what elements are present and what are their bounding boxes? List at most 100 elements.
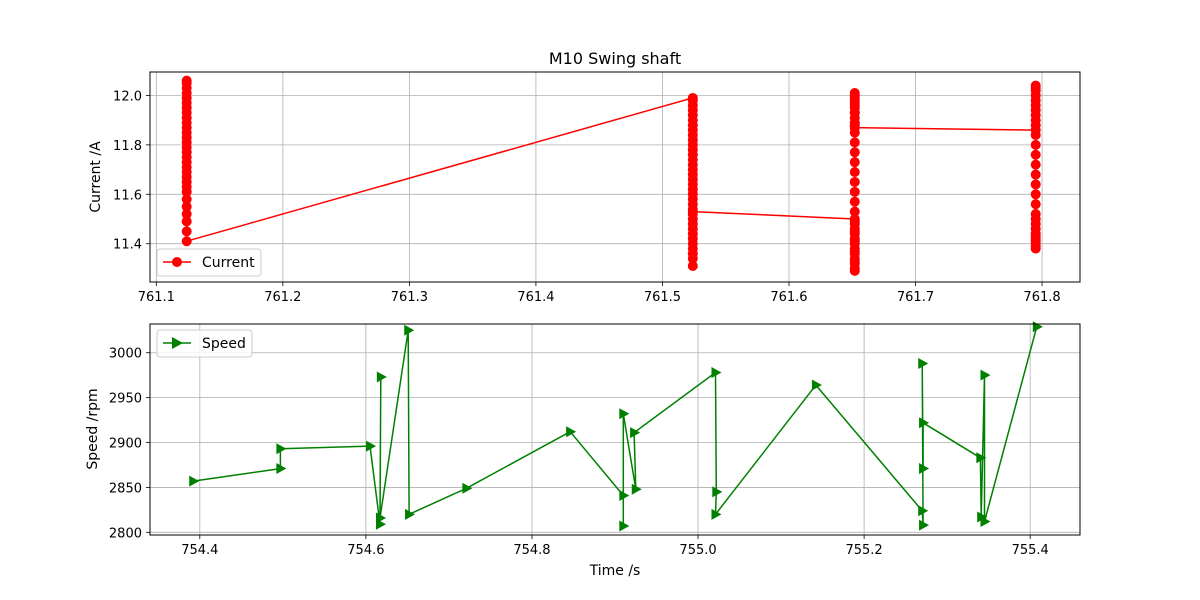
speed-ticks: 754.4 754.6 754.8 755.0 755.2 755.4 2800 2850 29… <box>109 347 1049 558</box>
speed-data-point <box>619 520 630 532</box>
speed-x-tick-label: 754.4 <box>181 543 218 558</box>
current-data-point <box>849 256 860 266</box>
current-x-tick-label: 761.6 <box>770 290 807 305</box>
current-legend-box <box>156 248 262 277</box>
speed-data-point <box>711 366 722 378</box>
current-data-point <box>849 246 860 257</box>
speed-data-point <box>711 508 722 520</box>
current-data-point <box>1030 179 1041 190</box>
current-data-point <box>1030 149 1041 160</box>
current-data-point <box>849 167 860 178</box>
current-x-tick-label: 761.2 <box>264 290 301 305</box>
speed-data-point <box>276 463 287 475</box>
speed-axes-frame <box>149 323 1081 536</box>
current-y-tick-label: 11.4 <box>113 238 142 253</box>
current-axes-frame <box>149 71 1081 283</box>
current-panel: M10 Swing shaft 761.1 761.2 761.3 761.4 761.… <box>88 49 1081 305</box>
current-data-point <box>1030 130 1041 140</box>
current-data-point <box>1030 231 1041 242</box>
speed-data-point <box>376 512 387 524</box>
speed-x-tick-label: 755.2 <box>845 543 882 558</box>
current-data-point <box>181 186 192 197</box>
current-data-point <box>181 201 192 212</box>
speed-legend: Speed <box>156 329 253 358</box>
speed-y-axis-label: Speed /rpm <box>85 388 101 469</box>
speed-y-tick-label: 2850 <box>109 481 142 496</box>
chart-title: M10 Swing shaft <box>549 49 681 68</box>
current-data-point <box>687 253 698 264</box>
speed-data-point <box>462 482 473 494</box>
current-data-point <box>181 216 192 227</box>
speed-data-point <box>619 408 630 420</box>
current-data-point <box>849 176 860 187</box>
current-data-point <box>849 122 860 133</box>
current-ticks: 761.1 761.2 761.3 761.4 761.5 761.6 761.7 761.8… <box>113 89 1061 305</box>
current-data-point <box>849 206 860 217</box>
current-data-point <box>1030 159 1041 170</box>
speed-data-point <box>712 486 723 498</box>
current-data-point <box>1030 139 1041 150</box>
current-data-point <box>849 186 860 197</box>
current-data-point <box>849 157 860 168</box>
speed-y-tick-label: 2900 <box>109 437 142 452</box>
speed-data-point <box>919 463 930 475</box>
speed-data-point <box>366 440 377 452</box>
speed-data-point <box>619 489 630 501</box>
current-x-tick-label: 761.1 <box>138 290 175 305</box>
current-x-tick-label: 761.4 <box>517 290 554 305</box>
speed-y-tick-label: 2950 <box>109 392 142 407</box>
current-data-point <box>1030 169 1041 180</box>
speed-x-tick-label: 755.4 <box>1012 543 1049 558</box>
speed-data-point <box>980 516 991 528</box>
current-data-point <box>687 260 698 271</box>
current-legend: Current <box>156 248 262 277</box>
current-data-point <box>181 209 192 220</box>
speed-data-point <box>376 371 387 383</box>
current-data-point <box>1030 199 1041 210</box>
speed-legend-marker <box>172 337 183 349</box>
speed-data-point <box>405 508 416 520</box>
current-y-axis-label: Current /A <box>88 141 104 213</box>
current-x-tick-label: 761.3 <box>391 290 428 305</box>
current-x-tick-label: 761.7 <box>897 290 934 305</box>
current-y-tick-label: 12.0 <box>113 89 142 104</box>
current-x-tick-label: 761.8 <box>1023 290 1060 305</box>
current-data-point <box>181 236 192 247</box>
current-data-point <box>849 216 860 227</box>
current-series <box>181 75 1041 276</box>
speed-y-tick-label: 2800 <box>109 526 142 541</box>
speed-series-line <box>193 326 1038 527</box>
current-data-point <box>849 236 860 247</box>
current-x-tick-label: 761.5 <box>644 290 681 305</box>
speed-data-point <box>189 475 200 487</box>
speed-data-point <box>918 358 929 370</box>
speed-x-tick-label: 754.8 <box>513 543 550 558</box>
speed-data-point <box>918 505 929 517</box>
current-legend-label: Current <box>202 255 255 271</box>
current-data-point <box>181 226 192 237</box>
current-grid <box>150 72 1080 282</box>
speed-x-axis-label: Time /s <box>589 563 641 579</box>
current-data-point <box>687 206 698 217</box>
speed-data-point <box>404 324 415 336</box>
speed-legend-box <box>156 329 253 358</box>
current-data-point <box>849 226 860 237</box>
current-data-point <box>849 147 860 158</box>
speed-x-tick-label: 755.0 <box>679 543 716 558</box>
speed-data-point <box>630 427 641 439</box>
current-data-point <box>181 194 192 205</box>
speed-data-point <box>631 483 642 495</box>
current-data-point <box>1030 189 1041 200</box>
speed-data-point <box>976 452 987 464</box>
speed-data-point <box>566 426 577 438</box>
speed-data-point <box>811 379 822 391</box>
speed-data-point <box>919 519 930 531</box>
speed-legend-label: Speed <box>202 336 246 352</box>
speed-panel: 754.4 754.6 754.8 755.0 755.2 755.4 2800 2850 29… <box>85 321 1081 579</box>
current-data-point <box>1030 83 1041 94</box>
current-y-tick-label: 11.8 <box>113 139 142 154</box>
current-data-point <box>849 263 860 274</box>
current-data-point <box>849 137 860 148</box>
speed-data-point <box>276 443 287 455</box>
